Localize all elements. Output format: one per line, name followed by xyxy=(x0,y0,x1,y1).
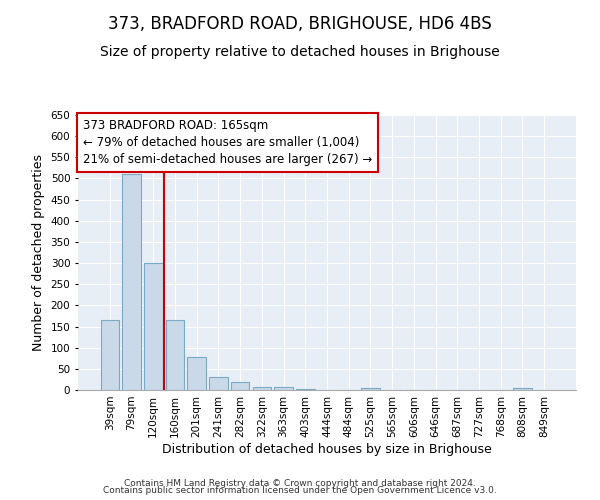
Bar xyxy=(361,388,380,390)
Text: Contains public sector information licensed under the Open Government Licence v3: Contains public sector information licen… xyxy=(103,486,497,495)
Bar xyxy=(166,320,184,390)
Text: 373, BRADFORD ROAD, BRIGHOUSE, HD6 4BS: 373, BRADFORD ROAD, BRIGHOUSE, HD6 4BS xyxy=(108,15,492,33)
Text: Size of property relative to detached houses in Brighouse: Size of property relative to detached ho… xyxy=(100,45,500,59)
Bar xyxy=(144,263,163,390)
Bar xyxy=(187,358,206,390)
X-axis label: Distribution of detached houses by size in Brighouse: Distribution of detached houses by size … xyxy=(162,442,492,456)
Y-axis label: Number of detached properties: Number of detached properties xyxy=(32,154,45,351)
Bar xyxy=(296,389,314,390)
Bar xyxy=(274,386,293,390)
Bar xyxy=(101,320,119,390)
Text: 373 BRADFORD ROAD: 165sqm
← 79% of detached houses are smaller (1,004)
21% of se: 373 BRADFORD ROAD: 165sqm ← 79% of detac… xyxy=(83,119,372,166)
Bar xyxy=(513,388,532,390)
Text: Contains HM Land Registry data © Crown copyright and database right 2024.: Contains HM Land Registry data © Crown c… xyxy=(124,478,476,488)
Bar xyxy=(122,174,141,390)
Bar xyxy=(253,388,271,390)
Bar xyxy=(209,378,227,390)
Bar xyxy=(231,382,250,390)
